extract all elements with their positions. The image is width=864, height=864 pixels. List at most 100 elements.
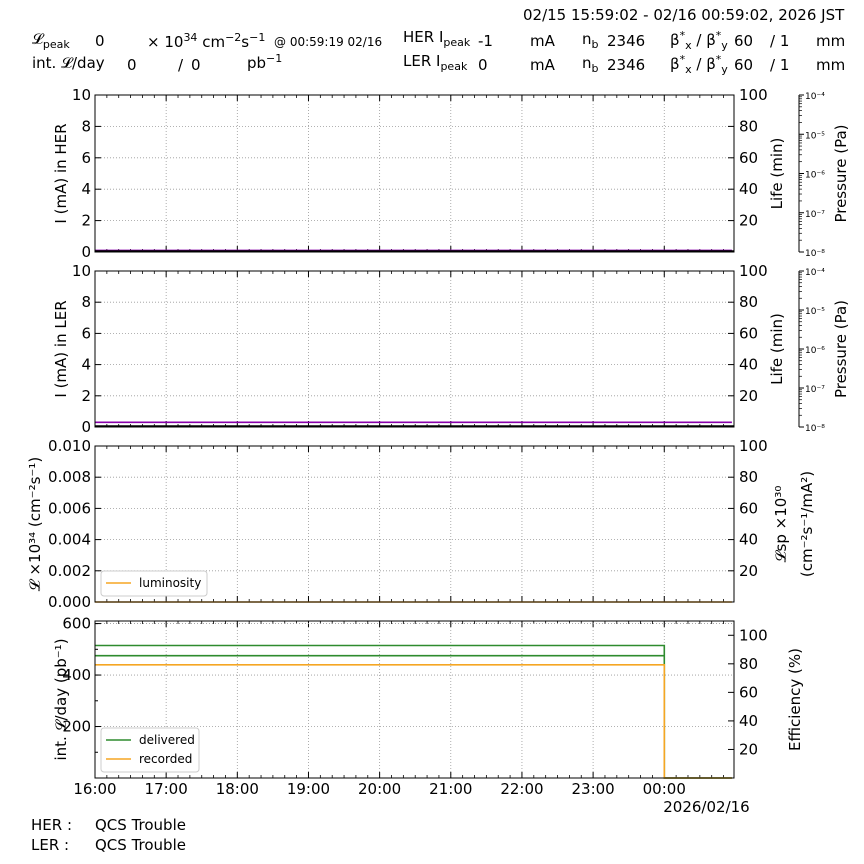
y2-tick-label: 60 xyxy=(739,149,758,167)
y2-axis-label: Life (min) xyxy=(768,138,786,210)
pressure-axis-label: Pressure (Pa) xyxy=(832,300,850,398)
y-tick-label: 0.002 xyxy=(48,562,91,580)
pressure-tick-label: 10⁻⁸ xyxy=(805,424,825,434)
int-lum-unit: pb−1 xyxy=(247,52,283,72)
pressure-tick-label: 10⁻⁵ xyxy=(805,131,825,141)
y-axis-label: I (mA) in HER xyxy=(52,123,70,223)
y2-tick-label: 60 xyxy=(739,683,758,701)
lum-unit: × 1034 cm−2s−1 xyxy=(147,31,266,51)
y2-tick-label: 100 xyxy=(739,626,768,644)
y2-tick-label: 40 xyxy=(739,356,758,374)
x-tick-label: 18:00 xyxy=(216,780,259,798)
beta-sep-1: / 1 xyxy=(770,32,790,50)
y2-tick-label: 20 xyxy=(739,387,758,405)
pressure-tick-label: 10⁻⁵ xyxy=(805,307,825,317)
y-axis-label: 𝓛 ×10³⁴ (cm⁻²s⁻¹) xyxy=(26,457,44,591)
y-tick-label: 10 xyxy=(72,86,91,104)
pressure-tick-label: 10⁻⁶ xyxy=(805,171,825,181)
her-ipeak-label: HER Ipeak xyxy=(403,28,471,49)
y2-axis-label: Efficiency (%) xyxy=(786,648,804,751)
legend-box xyxy=(100,727,200,773)
ler-ipeak-label: LER Ipeak xyxy=(403,52,468,73)
y2-tick-label: 100 xyxy=(739,437,768,455)
beta-sep-2: / 1 xyxy=(770,56,790,74)
pressure-tick-label: 10⁻⁴ xyxy=(805,268,825,278)
legend-label: luminosity xyxy=(139,576,201,590)
time-range: 02/15 15:59:02 - 02/16 00:59:02, 2026 JS… xyxy=(523,6,845,24)
y2-tick-label: 80 xyxy=(739,293,758,311)
x-tick-label: 21:00 xyxy=(429,780,472,798)
y2-tick-label: 40 xyxy=(739,712,758,730)
beta-label-2: β*x / β*y xyxy=(670,53,728,76)
y-tick-label: 8 xyxy=(81,293,91,311)
y-tick-label: 200 xyxy=(62,718,91,736)
ler-status-value: QCS Trouble xyxy=(95,836,186,854)
y2-axis-label: Life (min) xyxy=(768,313,786,385)
x-tick-label: 23:00 xyxy=(571,780,614,798)
plot-frame xyxy=(94,94,735,253)
y2-tick-label: 100 xyxy=(739,86,768,104)
y2-tick-label: 40 xyxy=(739,180,758,198)
panel-3 xyxy=(94,445,735,603)
y2-tick-label: 60 xyxy=(739,499,758,517)
x-tick-label: 17:00 xyxy=(145,780,188,798)
y2-tick-label: 100 xyxy=(739,262,768,280)
y-tick-label: 0.004 xyxy=(48,531,91,549)
y2-tick-label: 20 xyxy=(739,740,758,758)
y-axis-label: I (mA) in LER xyxy=(52,300,70,397)
lum-peak-time: @ 00:59:19 02/16 xyxy=(274,35,383,49)
y-tick-label: 6 xyxy=(81,149,91,167)
plot-frame xyxy=(94,445,735,603)
nb-value-2: 2346 xyxy=(607,56,646,74)
ler-ipeak-value: 0 xyxy=(478,56,488,74)
beta-value-2: 60 xyxy=(734,56,754,74)
y-tick-label: 0.008 xyxy=(48,468,91,486)
beta-unit-1: mm xyxy=(816,32,846,50)
nb-value-1: 2346 xyxy=(607,32,646,50)
legend-box xyxy=(100,570,208,597)
her-ipeak-value: -1 xyxy=(478,32,493,50)
int-lum-label: int. 𝓛/day xyxy=(32,54,105,72)
y-tick-label: 2 xyxy=(81,212,91,230)
y-axis-label: int. 𝓛/day (pb⁻¹) xyxy=(52,638,70,760)
y2-tick-label: 60 xyxy=(739,324,758,342)
ler-status-label: LER : xyxy=(31,836,70,854)
y-tick-label: 0.010 xyxy=(48,437,91,455)
x-tick-label: 00:00 xyxy=(643,780,686,798)
panel-1 xyxy=(94,94,804,253)
nb-label-2: nb xyxy=(582,54,599,75)
ler-ipeak-unit: mA xyxy=(530,56,555,74)
y2-axis-label-units: (cm⁻²s⁻¹/mA²) xyxy=(798,471,816,577)
panel-4 xyxy=(94,620,735,779)
y-tick-label: 4 xyxy=(81,356,91,374)
legend-label: delivered xyxy=(139,733,195,747)
beta-unit-2: mm xyxy=(816,56,846,74)
y-tick-label: 2 xyxy=(81,387,91,405)
pressure-tick-label: 10⁻⁷ xyxy=(805,385,825,395)
x-tick-label: 22:00 xyxy=(500,780,543,798)
pressure-tick-label: 10⁻⁴ xyxy=(805,92,825,102)
plot-frame xyxy=(94,620,735,779)
lum-peak-value: 0 xyxy=(95,32,105,50)
y-tick-label: 0.006 xyxy=(48,499,91,517)
y-tick-label: 6 xyxy=(81,324,91,342)
panel-2 xyxy=(94,270,804,428)
plot-frame xyxy=(94,270,735,428)
beta-value-1: 60 xyxy=(734,32,754,50)
x-tick-label: 20:00 xyxy=(358,780,401,798)
x-tick-label: 16:00 xyxy=(73,780,116,798)
pressure-tick-label: 10⁻⁸ xyxy=(805,249,825,259)
legend-label: recorded xyxy=(139,752,192,766)
y2-axis-label: 𝓛sp ×10³⁰ xyxy=(772,486,790,563)
y2-tick-label: 20 xyxy=(739,212,758,230)
int-lum-value: 0 xyxy=(127,56,137,74)
y-tick-label: 0 xyxy=(81,243,91,261)
nb-label-1: nb xyxy=(582,30,599,51)
y-tick-label: 0 xyxy=(81,418,91,436)
x-tick-label: 19:00 xyxy=(287,780,330,798)
int-lum-sep: / xyxy=(178,56,184,74)
y2-tick-label: 20 xyxy=(739,562,758,580)
y2-tick-label: 80 xyxy=(739,468,758,486)
her-status-value: QCS Trouble xyxy=(95,816,186,834)
